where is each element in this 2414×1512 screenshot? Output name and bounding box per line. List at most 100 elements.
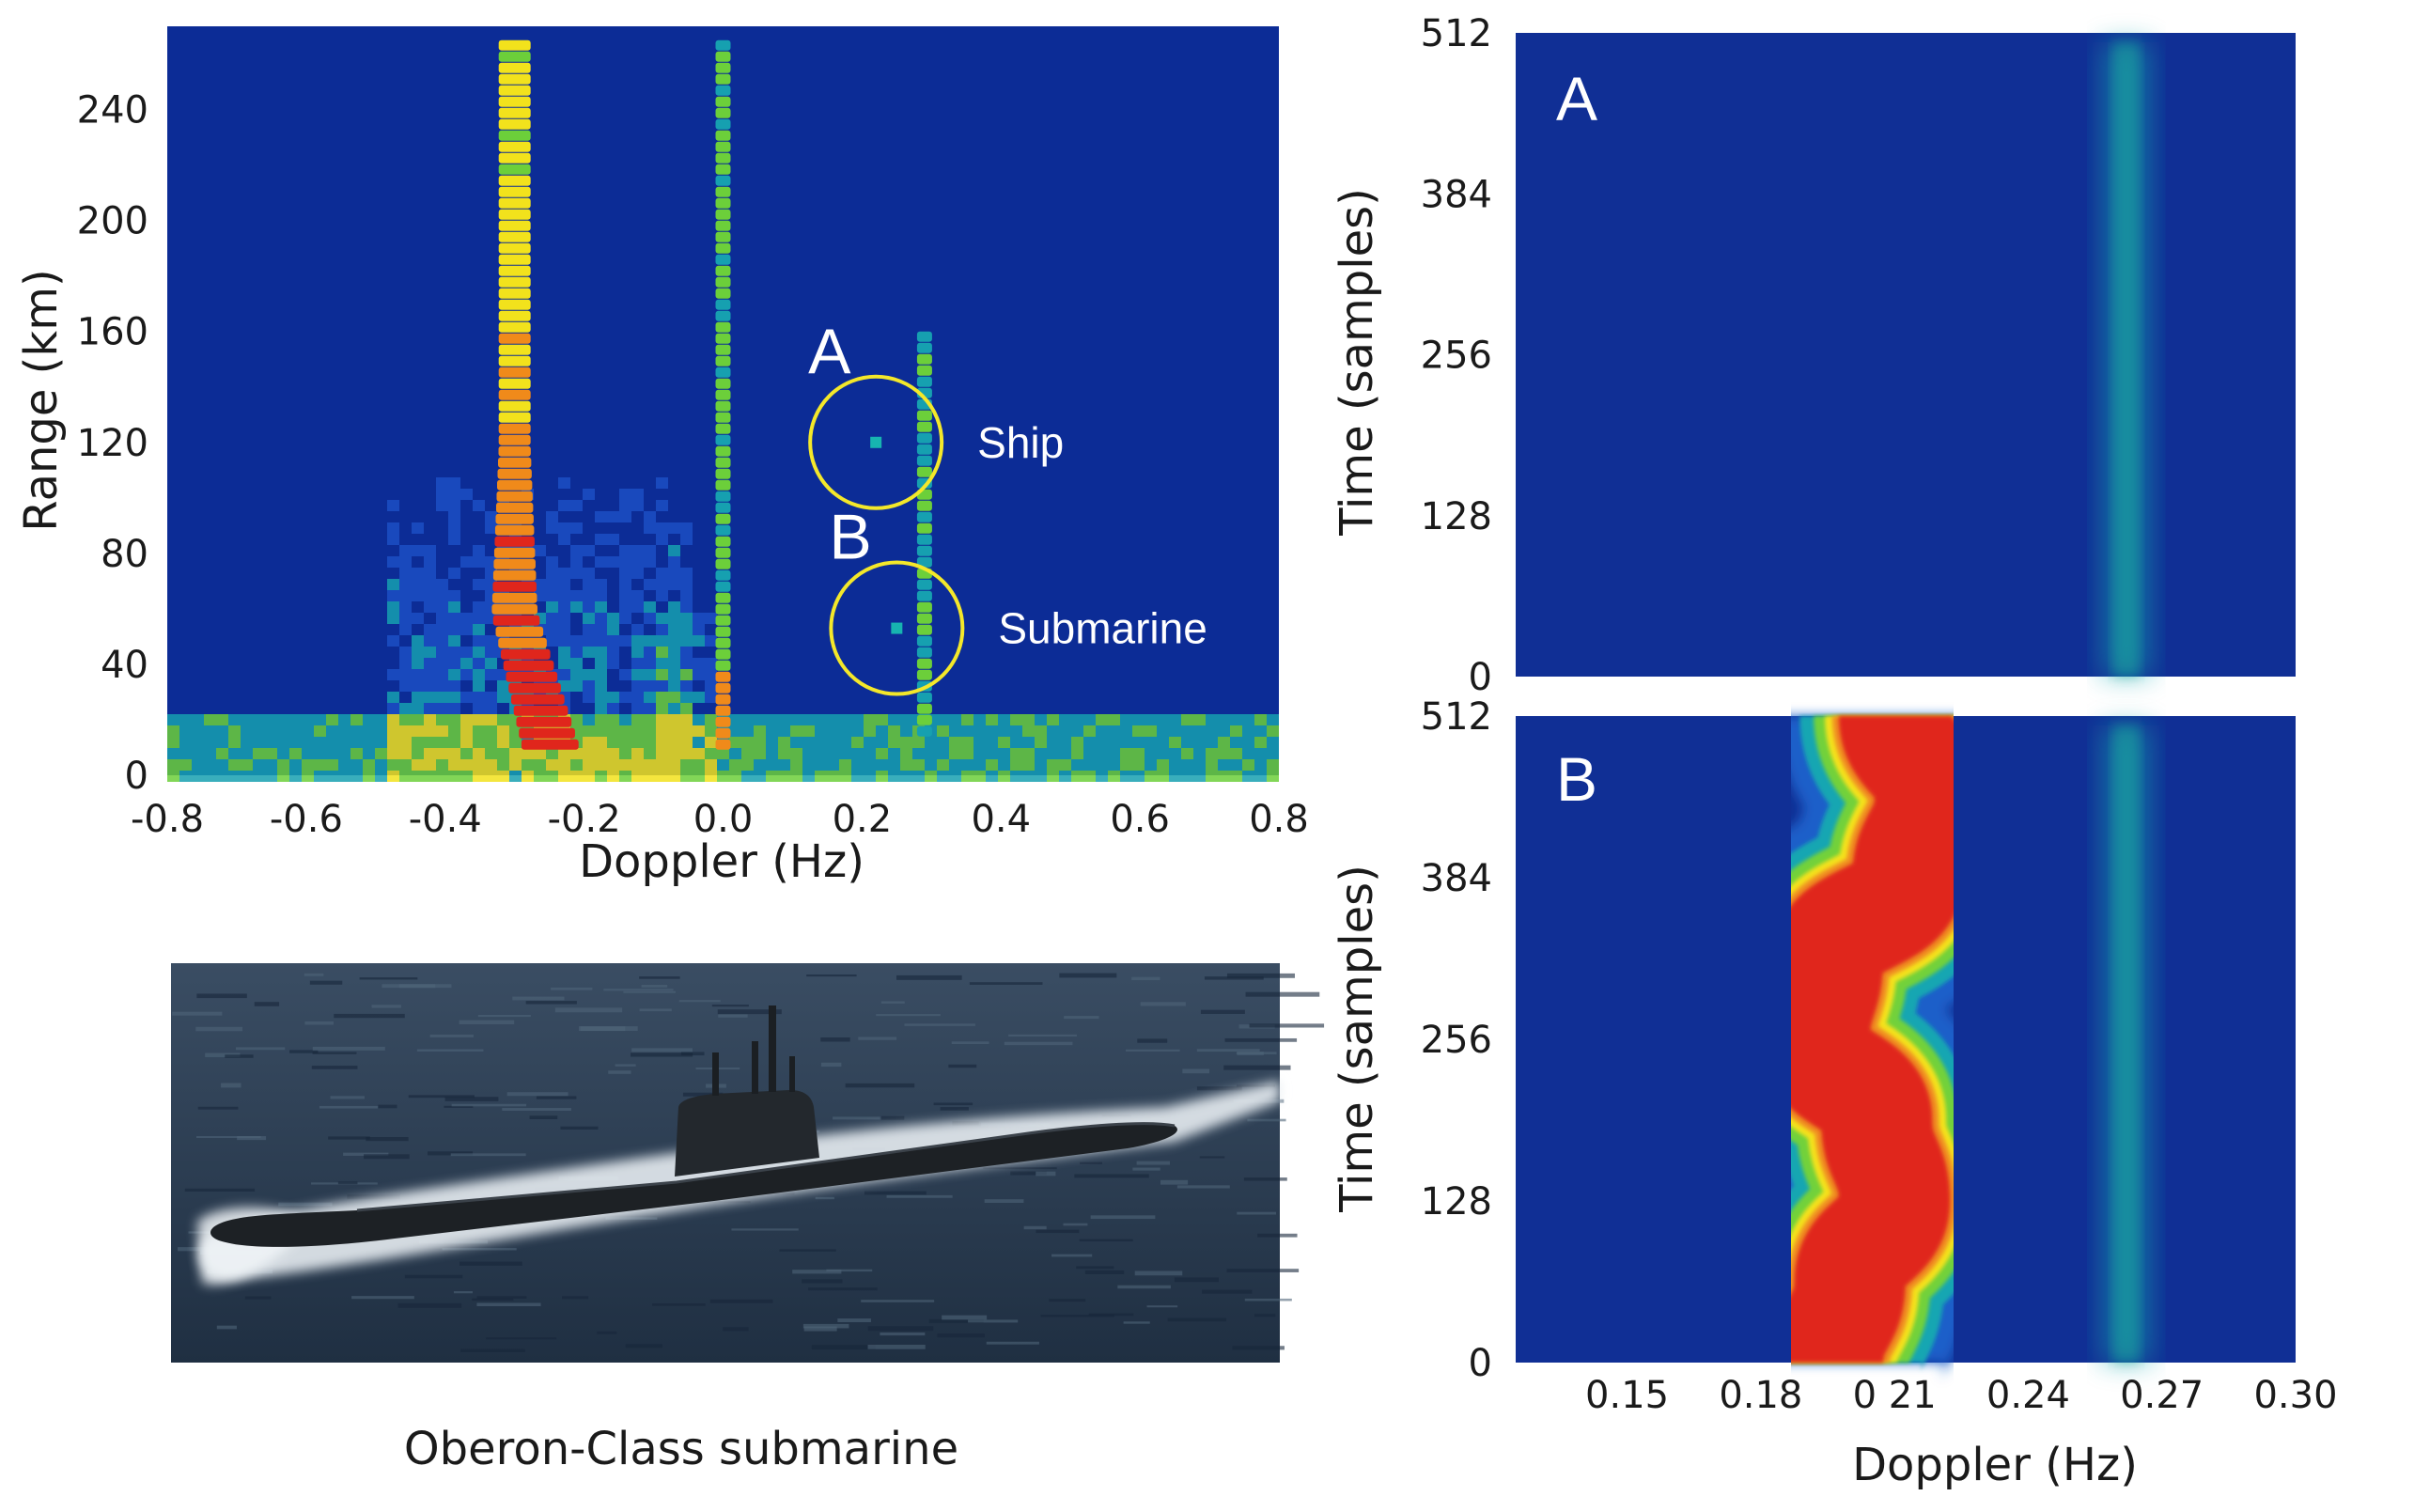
range-doppler-cell (1010, 771, 1022, 782)
range-doppler-cell (595, 680, 607, 692)
range-doppler-cell (851, 725, 864, 737)
sea-ripple (837, 1318, 871, 1323)
range-doppler-cell (680, 601, 693, 613)
range-doppler-cell (509, 737, 522, 748)
range-doppler-cell (241, 737, 253, 748)
range-doppler-cell (888, 771, 900, 782)
range-doppler-cell (277, 714, 289, 725)
range-doppler-cell (912, 771, 925, 782)
range-doppler-cell (448, 714, 460, 725)
sea-ripple (1090, 1215, 1156, 1220)
range-doppler-cell (1193, 714, 1206, 725)
range-doppler-cell (436, 613, 448, 624)
range-doppler-cell (1120, 725, 1132, 737)
sea-ripple (459, 1020, 515, 1024)
range-doppler-cell (448, 647, 460, 658)
range-doppler-cell (558, 635, 570, 647)
range-doppler-cell (583, 748, 595, 759)
sea-ripple (1199, 1156, 1225, 1159)
range-doppler-cell (778, 759, 790, 771)
sea-ripple (221, 1083, 241, 1088)
range-doppler-echo (498, 333, 531, 344)
range-doppler-cell (289, 771, 302, 782)
range-doppler-cell (534, 759, 546, 771)
range-doppler-cell (668, 624, 680, 635)
range-doppler-cell (473, 545, 485, 556)
range-doppler-cell (460, 737, 473, 748)
range-doppler-cell (888, 714, 900, 725)
range-doppler-cell (473, 680, 485, 692)
range-doppler-cell (436, 590, 448, 601)
range-doppler-cell (729, 748, 741, 759)
sea-ripple (876, 1014, 941, 1017)
sea-ripple (1123, 1321, 1150, 1324)
range-doppler-cell (778, 737, 790, 748)
range-doppler-echo (715, 164, 731, 175)
range-doppler-cell (387, 737, 399, 748)
range-doppler-cell (766, 725, 778, 737)
range-doppler-cell (1022, 737, 1035, 748)
range-doppler-cell (522, 759, 534, 771)
sea-ripple (682, 1092, 724, 1097)
range-doppler-cell (1254, 771, 1267, 782)
sea-ripple (968, 1319, 1019, 1323)
range-doppler-cell (570, 635, 583, 647)
range-doppler-cell (595, 579, 607, 590)
range-doppler-cell (583, 680, 595, 692)
range-doppler-cell (522, 771, 534, 782)
range-doppler-cell (448, 703, 460, 714)
range-doppler-echo (494, 536, 535, 547)
range-doppler-cell (705, 759, 717, 771)
range-doppler-cell (595, 714, 607, 725)
range-doppler-cell (387, 748, 399, 759)
sea-ripple (1132, 1167, 1160, 1171)
range-doppler-cell (546, 590, 558, 601)
range-doppler-cell (778, 748, 790, 759)
range-doppler-cell (204, 737, 216, 748)
range-doppler-cell (644, 703, 656, 714)
range-doppler-echo (916, 421, 932, 432)
sea-ripple (1236, 1084, 1275, 1087)
sea-ripple (1125, 1049, 1180, 1052)
range-doppler-cell (1096, 714, 1108, 725)
range-doppler-cell (473, 748, 485, 759)
range-doppler-cell (1035, 771, 1047, 782)
sea-ripple (867, 1326, 934, 1332)
sea-ripple (529, 1115, 558, 1119)
range-doppler-echo (715, 468, 731, 479)
range-doppler-cell (228, 714, 241, 725)
range-doppler-echo (495, 626, 544, 637)
range-doppler-cell (412, 568, 424, 579)
range-doppler-cell (876, 748, 888, 759)
range-doppler-cell (179, 725, 192, 737)
range-doppler-cell (729, 714, 741, 725)
range-doppler-cell (973, 737, 986, 748)
sea-ripple (304, 1021, 334, 1025)
range-doppler-cell (399, 737, 412, 748)
range-doppler-cell (986, 737, 998, 748)
range-doppler-cell (1169, 737, 1181, 748)
range-doppler-echo (715, 51, 731, 62)
range-doppler-echoes (491, 39, 932, 750)
range-doppler-cell (473, 647, 485, 658)
range-doppler-cell (754, 714, 766, 725)
range-doppler-cell (644, 692, 656, 703)
range-doppler-cell (1218, 737, 1230, 748)
annotation-target (891, 622, 903, 634)
sea-ripple (1202, 1289, 1253, 1294)
range-doppler-cell (631, 624, 644, 635)
sea-ripple (366, 1136, 409, 1142)
range-doppler-cell (485, 714, 497, 725)
sea-ripple (615, 1064, 636, 1067)
sea-ripple (984, 1199, 1024, 1204)
range-doppler-cell (583, 601, 595, 613)
range-doppler-cell (277, 759, 289, 771)
range-doppler-cell (1145, 759, 1157, 771)
range-doppler-cell (668, 737, 680, 748)
range-doppler-cell (656, 771, 668, 782)
range-doppler-cell (558, 647, 570, 658)
sea-ripple (195, 1026, 243, 1032)
range-doppler-cell (204, 771, 216, 782)
range-doppler-cell (1254, 714, 1267, 725)
range-doppler-cell (436, 771, 448, 782)
